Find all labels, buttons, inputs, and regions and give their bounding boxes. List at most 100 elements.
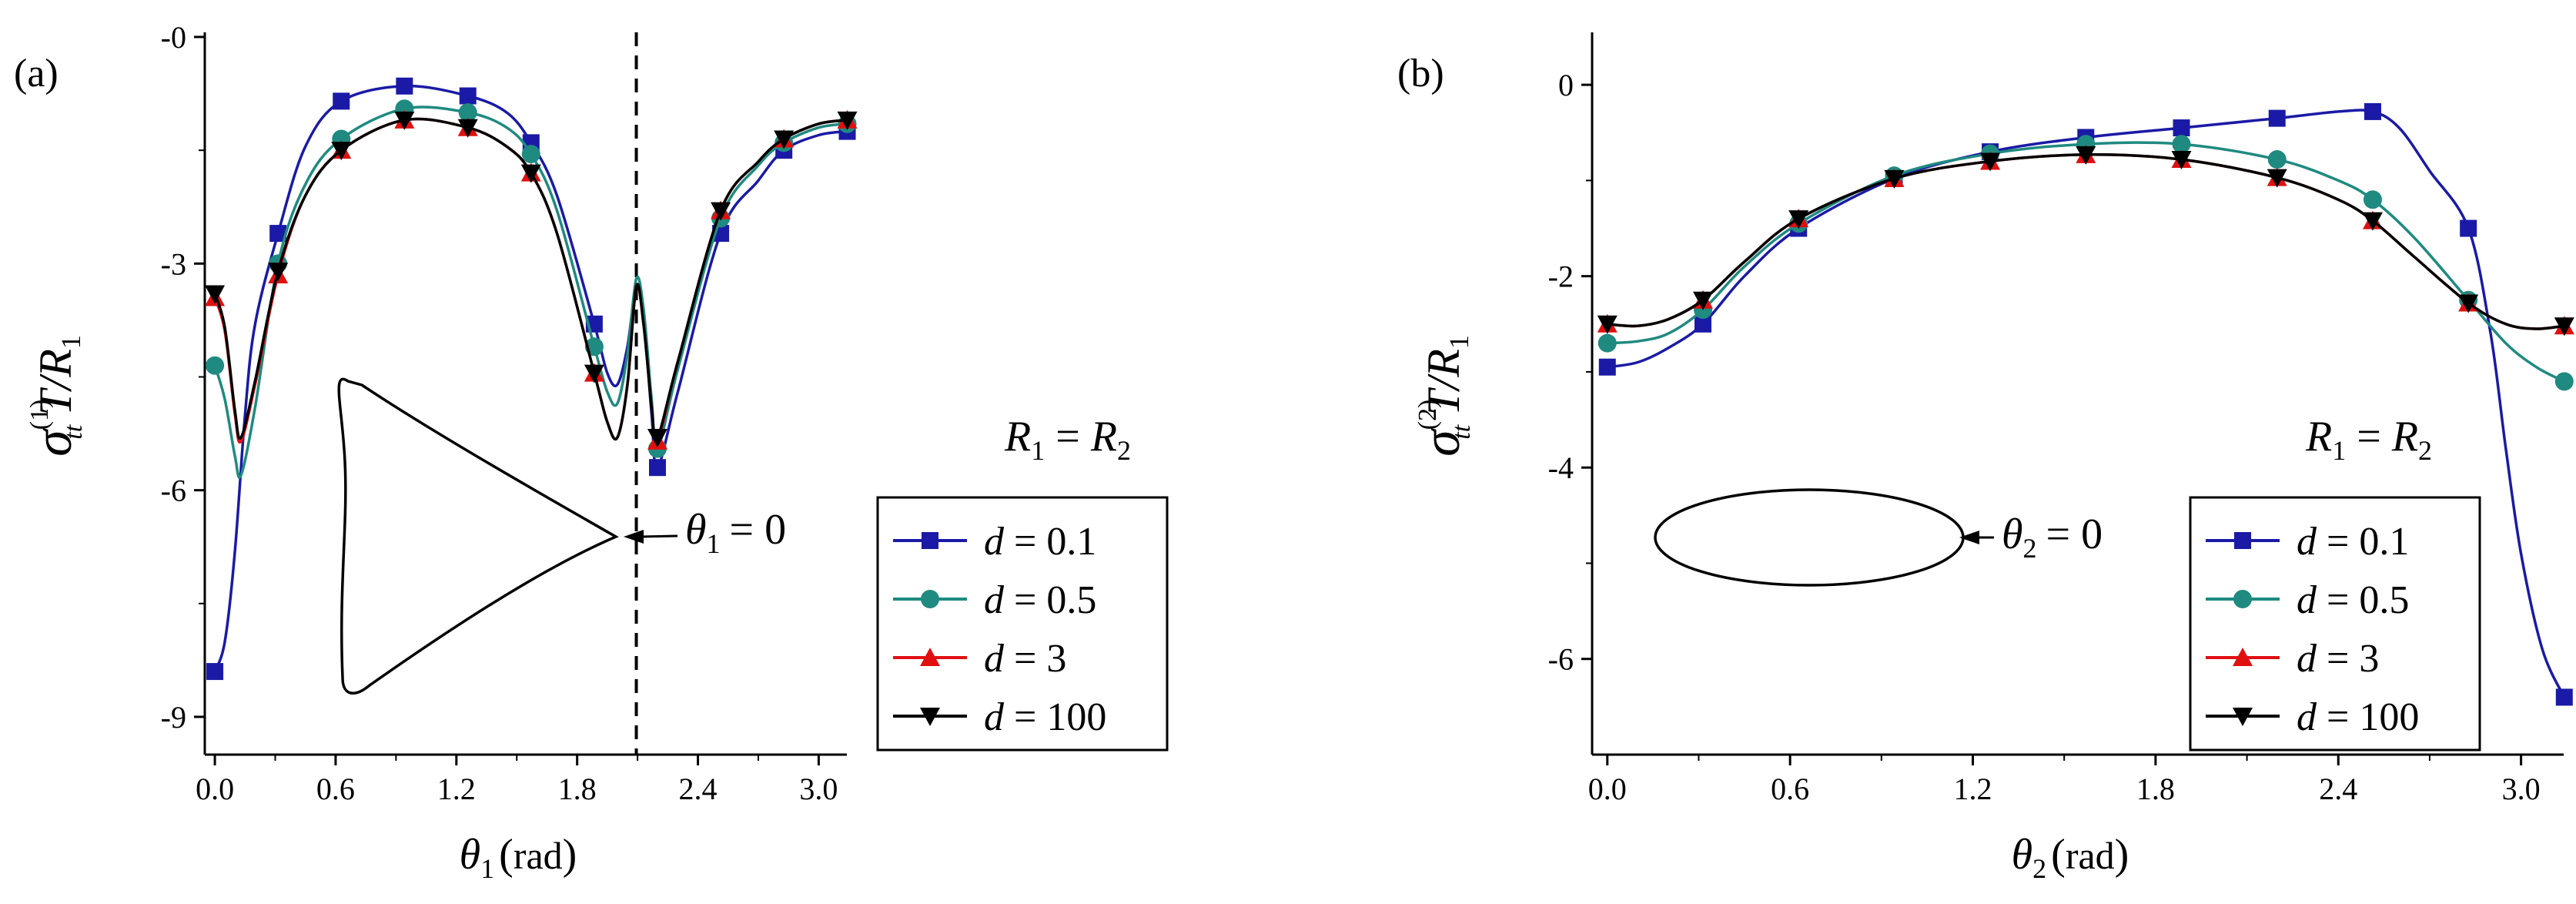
- legend-item: d = 3: [893, 637, 1066, 681]
- x-tick-label: 2.4: [679, 772, 718, 806]
- data-point: [331, 142, 352, 161]
- data-point: [2267, 150, 2287, 169]
- data-point: [1788, 210, 1809, 229]
- x-tick-label: 0.6: [316, 772, 355, 806]
- legend-label: d = 100: [2297, 695, 2419, 739]
- y-tick-label: -3: [161, 246, 186, 281]
- legend-marker: [2234, 532, 2251, 549]
- data-point: [206, 663, 224, 681]
- legend: d = 0.1 d = 0.5 d = 3 d = 100: [2189, 496, 2481, 752]
- data-point: [2171, 151, 2192, 170]
- legend-label: d = 3: [2297, 637, 2379, 681]
- legend-label: d = 0.5: [2297, 578, 2409, 622]
- x-tick-label: 0.0: [1588, 772, 1627, 806]
- panel-label: (b): [1397, 52, 1444, 95]
- inset-arrow-head: [624, 530, 644, 544]
- legend-marker: [921, 590, 939, 608]
- legend-marker: [922, 532, 938, 549]
- data-point: [458, 103, 477, 122]
- data-point: [2554, 372, 2574, 391]
- data-point: [711, 202, 731, 221]
- data-point: [2460, 219, 2477, 237]
- x-tick-label: 3.0: [2502, 772, 2541, 806]
- legend-label: d = 3: [984, 637, 1066, 681]
- legend-label: d = 100: [984, 695, 1106, 739]
- data-point: [2363, 190, 2382, 209]
- data-point: [2267, 169, 2287, 188]
- legend-item: d = 100: [2206, 695, 2419, 739]
- x-axis-label: θ2 (rad): [2012, 831, 2129, 884]
- series-line: [1607, 152, 2564, 330]
- ratio-annotation: R1 = R2: [2305, 413, 2432, 466]
- inset-triangle-shape: [337, 377, 619, 695]
- data-point: [1598, 358, 1616, 376]
- data-point: [459, 87, 477, 105]
- y-tick-label: 0: [1558, 68, 1574, 102]
- x-tick-label: 1.8: [2136, 772, 2175, 806]
- data-point: [647, 428, 667, 447]
- data-point: [1694, 315, 1712, 333]
- data-point: [2362, 212, 2383, 231]
- data-point: [1597, 333, 1617, 353]
- legend-item: d = 0.1: [893, 520, 1096, 564]
- x-axis-label: θ1 (rad): [460, 831, 577, 884]
- y-axis-label: σ(2)ttT/R1: [1412, 335, 1476, 457]
- data-point: [1597, 315, 1618, 334]
- series-triangle-down: [1597, 146, 2574, 336]
- legend-marker: [2233, 708, 2253, 726]
- legend-item: d = 0.5: [893, 578, 1096, 622]
- x-tick-label: 2.4: [2319, 772, 2357, 806]
- panel-label: (a): [14, 52, 59, 95]
- data-point: [457, 119, 478, 138]
- data-point: [1980, 152, 2001, 172]
- data-point: [2458, 294, 2479, 313]
- inset-angle-label: θ2 = 0: [2002, 511, 2103, 564]
- data-point: [648, 459, 666, 477]
- legend-item: d = 0.5: [2206, 578, 2409, 622]
- data-point: [1884, 169, 1905, 189]
- legend-label: d = 0.5: [984, 578, 1096, 622]
- data-point: [1693, 291, 1714, 310]
- legend-marker: [2233, 648, 2253, 666]
- data-point: [2268, 109, 2286, 127]
- data-point: [520, 164, 541, 183]
- panel-a-chart: 0.0 0.6 1.2 1.8 2.4 3.0 -0 -3 -6 -9 (a) θ1 (rad) σ(1)…: [14, 20, 1169, 884]
- legend: d = 0.1 d = 0.5 d = 3 d = 100: [876, 496, 1169, 752]
- inset-ellipse-shape: [1654, 488, 1965, 587]
- inset-arrow-line: [640, 534, 678, 538]
- legend-item: d = 100: [893, 695, 1106, 739]
- ratio-annotation: R1 = R2: [1004, 413, 1131, 466]
- legend-marker: [2233, 590, 2252, 608]
- series-line: [213, 84, 848, 672]
- y-tick-label: -9: [161, 700, 186, 735]
- x-tick-label: 3.0: [799, 772, 838, 806]
- y-tick-label: -6: [1548, 642, 1574, 677]
- data-point: [2555, 688, 2573, 706]
- data-point: [269, 225, 287, 243]
- data-point: [205, 285, 226, 304]
- x-tick-label: 0.0: [196, 772, 234, 806]
- y-tick-label: -6: [161, 474, 186, 508]
- legend-marker: [920, 708, 940, 726]
- legend-item: d = 3: [2206, 637, 2379, 681]
- x-tick-label: 0.6: [1771, 772, 1809, 806]
- series-triangle-down: [205, 111, 858, 447]
- data-point: [584, 364, 604, 383]
- data-point: [333, 92, 350, 110]
- data-point: [268, 263, 289, 282]
- legend-item: d = 0.1: [2206, 520, 2409, 564]
- y-tick-label: -2: [1548, 259, 1574, 294]
- legend-label: d = 0.1: [984, 520, 1096, 564]
- data-point: [396, 77, 413, 95]
- series-triangle-up: [1597, 144, 2574, 335]
- data-point: [2554, 317, 2574, 336]
- inset-arrow-head: [1959, 531, 1979, 544]
- panel-b-chart: 0.0 0.6 1.2 1.8 2.4 3.0 0 -2 -4 -6 (b) θ2 (rad) σ(2)t…: [1397, 32, 2574, 884]
- series-circle: [206, 99, 857, 479]
- data-point: [2364, 102, 2381, 120]
- x-tick-label: 1.2: [1954, 772, 1992, 806]
- data-point: [206, 356, 225, 375]
- data-point: [521, 145, 540, 164]
- legend-label: d = 0.1: [2297, 520, 2409, 564]
